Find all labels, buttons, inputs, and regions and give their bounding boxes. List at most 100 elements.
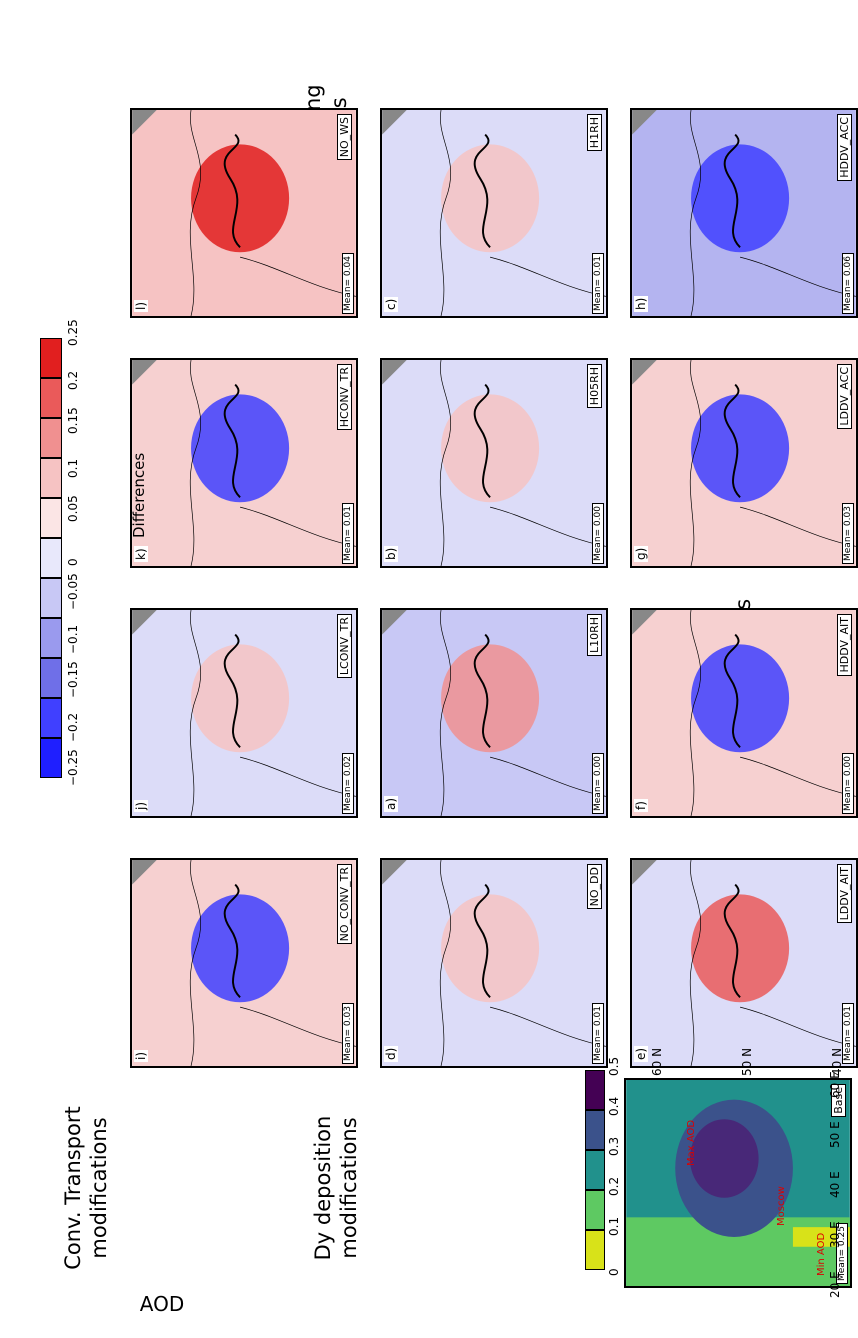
aod-colorbar-tick: 0.1	[607, 1216, 621, 1236]
base-lon-tick: 20 E	[828, 1271, 842, 1298]
base-lat-tick: 60 N	[650, 1047, 664, 1076]
differences-colorbar-segment	[40, 378, 62, 418]
panel-letter: k)	[134, 546, 148, 562]
row-title-dry-line1: Dy deposition	[311, 1115, 335, 1261]
differences-colorbar-tick: −0.1	[66, 624, 80, 654]
panel-h1rh: c) H1RH Mean= 0.01	[380, 108, 608, 318]
differences-colorbar-segment	[40, 418, 62, 458]
difference-map	[132, 360, 356, 566]
differences-colorbar-title: Differences	[130, 452, 148, 538]
differences-colorbar-segment	[40, 618, 62, 658]
panel-label: NO_DD	[587, 864, 602, 910]
aod-colorbar-segment	[585, 1150, 605, 1190]
base-map	[626, 1080, 850, 1286]
aod-colorbar-title: AOD	[139, 1291, 185, 1316]
panel-label: L10RH	[587, 614, 602, 657]
difference-map	[382, 860, 606, 1066]
city-max-aod: Max AOD	[686, 1119, 697, 1166]
row-title-conv-line2: modifications	[87, 1117, 111, 1259]
panel-lddv_acc: g) LDDV_ACC Mean= 0.03	[630, 358, 858, 568]
aod-colorbar-tick: 0.4	[607, 1096, 621, 1116]
panel-l10rh: a) L10RH Mean= 0.00	[380, 608, 608, 818]
difference-map	[632, 360, 856, 566]
base-lon-tick: 50 E	[828, 1121, 842, 1148]
panel-letter: h)	[634, 295, 648, 312]
panel-letter: j)	[134, 799, 148, 812]
panel-letter: l)	[134, 299, 148, 312]
differences-colorbar-segment	[40, 698, 62, 738]
panel-mean: Mean= 0.02	[342, 753, 354, 814]
difference-map	[382, 360, 606, 566]
difference-map	[382, 610, 606, 816]
row-title-conv: Conv. Transport modifications	[60, 1078, 112, 1298]
panel-label: HCONV_TR	[337, 364, 352, 431]
differences-colorbar-tick: 0.15	[66, 407, 80, 434]
difference-map	[132, 610, 356, 816]
panel-no_ws: l) NO_WS Mean= 0.04	[130, 108, 358, 318]
base-lon-tick: 30 E	[828, 1221, 842, 1248]
aod-colorbar-tick: 0.3	[607, 1136, 621, 1156]
differences-colorbar-segment	[40, 658, 62, 698]
panel-mean: Mean= 0.03	[342, 1003, 354, 1064]
differences-colorbar-segment	[40, 498, 62, 538]
difference-map	[632, 110, 856, 316]
aod-colorbar-tick: 0.2	[607, 1176, 621, 1196]
differences-colorbar: −0.25 −0.2 −0.15 −0.1 −0.05 0 0.05 0.1 0.15 0.2 0.…	[40, 218, 80, 786]
panel-lddv_ait: e) LDDV_AIT Mean= 0.01	[630, 858, 858, 1068]
aod-colorbar-segment	[585, 1110, 605, 1150]
panel-no_dd: d) NO_DD Mean= 0.01	[380, 858, 608, 1068]
panel-letter: a)	[384, 795, 398, 812]
aod-colorbar-tick: 0	[607, 1268, 621, 1276]
aod-colorbar-segment	[585, 1230, 605, 1270]
differences-colorbar-tick: 0	[66, 558, 80, 566]
panel-mean: Mean= 0.00	[592, 503, 604, 564]
panel-no_conv_tr: i) NO_CONV_TR Mean= 0.03	[130, 858, 358, 1068]
panel-mean: Mean= 0.01	[342, 503, 354, 564]
panel-label: LDDV_ACC	[837, 364, 852, 429]
panel-label: NO_WS	[337, 114, 352, 161]
panel-label: H05RH	[587, 364, 602, 409]
panel-label: H1RH	[587, 114, 602, 152]
panel-label: LDDV_AIT	[837, 864, 852, 924]
panel-letter: f)	[634, 799, 648, 812]
panel-hddv_acc: h) HDDV_ACC Mean= 0.06	[630, 108, 858, 318]
base-lat-tick: 40 N	[830, 1047, 844, 1076]
differences-colorbar-tick: −0.05	[66, 573, 80, 610]
panel-mean: Mean= 0.06	[842, 253, 854, 314]
panel-mean: Mean= 0.01	[592, 253, 604, 314]
difference-map	[632, 610, 856, 816]
panel-mean: Mean= 0.03	[842, 503, 854, 564]
base-lon-tick: 40 E	[828, 1171, 842, 1198]
aod-colorbar-tick: 0.5	[607, 1056, 621, 1076]
panel-mean: Mean= 0.01	[592, 1003, 604, 1064]
panel-label: LCONV_TR	[337, 614, 352, 679]
difference-map	[132, 110, 356, 316]
base-lat-tick: 50 N	[740, 1047, 754, 1076]
aod-colorbar-segment	[585, 1190, 605, 1230]
panel-label: HDDV_AIT	[837, 614, 852, 676]
differences-colorbar-tick: 0.05	[66, 495, 80, 522]
differences-colorbar-segment	[40, 738, 62, 778]
row-title-dry-line2: modifications	[337, 1117, 361, 1259]
differences-colorbar-tick: −0.25	[66, 749, 80, 786]
panel-mean: Mean= 0.00	[842, 753, 854, 814]
row-title-conv-line1: Conv. Transport	[61, 1106, 85, 1270]
panel-mean: Mean= 0.00	[592, 753, 604, 814]
difference-map	[132, 860, 356, 1066]
panel-label: NO_CONV_TR	[337, 864, 352, 945]
panel-letter: c)	[384, 296, 398, 312]
panel-letter: d)	[384, 1045, 398, 1062]
differences-colorbar-segment	[40, 578, 62, 618]
panel-letter: g)	[634, 545, 648, 562]
panel-letter: e)	[634, 1045, 648, 1062]
differences-colorbar-segment	[40, 458, 62, 498]
differences-colorbar-tick: 0.2	[66, 370, 80, 390]
differences-colorbar-segment	[40, 338, 62, 378]
panel-lconv_tr: j) LCONV_TR Mean= 0.02	[130, 608, 358, 818]
panel-label: HDDV_ACC	[837, 114, 852, 181]
differences-colorbar-tick: −0.2	[66, 712, 80, 742]
city-min-aod: Min AOD	[816, 1232, 827, 1276]
base-panel: Base Mean= 0.25 Moscow Max AOD Min AOD	[624, 1078, 852, 1288]
differences-colorbar-segment	[40, 538, 62, 578]
